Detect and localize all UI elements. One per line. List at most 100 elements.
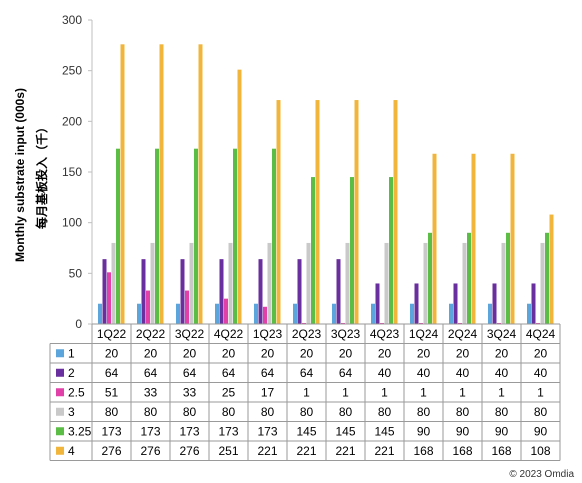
- data-label: 33: [144, 385, 158, 399]
- data-label: 20: [144, 346, 158, 360]
- bar: [254, 303, 258, 324]
- legend-label: 2.5: [68, 385, 85, 399]
- legend-swatch: [56, 349, 64, 358]
- bar: [146, 290, 150, 324]
- bar: [549, 214, 554, 324]
- bar: [302, 322, 306, 324]
- bar: [428, 232, 432, 324]
- bar: [137, 303, 141, 324]
- x-tick-label: 1Q24: [409, 327, 439, 341]
- data-label: 173: [179, 424, 199, 438]
- data-label: 80: [144, 405, 158, 419]
- bar: [531, 283, 536, 324]
- bar: [98, 303, 102, 324]
- data-label: 20: [261, 346, 275, 360]
- bar: [272, 148, 276, 324]
- data-label: 173: [257, 424, 277, 438]
- data-label: 1: [537, 385, 544, 399]
- bar: [350, 177, 354, 324]
- y-tick-label: 0: [75, 317, 82, 331]
- bar: [276, 100, 281, 324]
- bar: [341, 322, 345, 324]
- data-label: 64: [261, 366, 275, 380]
- data-label: 20: [417, 346, 431, 360]
- data-label: 80: [261, 405, 275, 419]
- bar: [423, 242, 428, 324]
- bar: [492, 283, 497, 324]
- data-label: 64: [144, 366, 158, 380]
- bar: [215, 303, 219, 324]
- bar: [111, 242, 116, 324]
- y-axis-label: Monthly substrate input (000s): [13, 88, 27, 262]
- data-label: 20: [534, 346, 548, 360]
- data-label: 276: [179, 444, 199, 458]
- legend-label: 3: [68, 405, 75, 419]
- bar: [471, 153, 476, 324]
- bar: [545, 232, 549, 324]
- data-label: 90: [495, 424, 509, 438]
- bar: [311, 177, 315, 324]
- x-tick-label: 2Q22: [136, 327, 166, 341]
- bar: [384, 242, 389, 324]
- bar: [228, 242, 233, 324]
- bar: [419, 322, 423, 324]
- bar: [150, 242, 155, 324]
- data-label: 40: [456, 366, 470, 380]
- data-label: 20: [222, 346, 236, 360]
- data-label: 40: [417, 366, 431, 380]
- data-label: 221: [374, 444, 394, 458]
- data-label: 145: [374, 424, 394, 438]
- data-label: 33: [183, 385, 197, 399]
- data-label: 173: [101, 424, 121, 438]
- bar: [224, 298, 228, 324]
- x-tick-label: 3Q24: [487, 327, 517, 341]
- y-tick-label: 100: [62, 216, 82, 230]
- bar: [462, 242, 467, 324]
- data-label: 80: [378, 405, 392, 419]
- bar: [116, 148, 120, 324]
- data-label: 20: [378, 346, 392, 360]
- bar: [336, 259, 341, 324]
- bar: [233, 148, 237, 324]
- y-tick-label: 300: [62, 13, 82, 27]
- bar: [488, 303, 492, 324]
- data-label: 64: [222, 366, 236, 380]
- data-label: 20: [456, 346, 470, 360]
- bar: [315, 100, 320, 324]
- bar: [155, 148, 159, 324]
- legend-label: 4: [68, 444, 75, 458]
- data-label: 168: [413, 444, 433, 458]
- data-label: 20: [495, 346, 509, 360]
- bar: [198, 44, 203, 324]
- data-label: 64: [339, 366, 353, 380]
- data-label: 80: [300, 405, 314, 419]
- data-label: 64: [300, 366, 314, 380]
- bar: [393, 100, 398, 324]
- x-tick-label: 2Q24: [448, 327, 478, 341]
- data-label: 90: [417, 424, 431, 438]
- data-label: 1: [459, 385, 466, 399]
- data-label: 1: [381, 385, 388, 399]
- legend-swatch: [56, 427, 64, 436]
- bar: [354, 100, 359, 324]
- x-tick-label: 1Q22: [97, 327, 127, 341]
- y-tick-label: 200: [62, 114, 82, 128]
- bar: [536, 322, 540, 324]
- bar: [120, 44, 125, 324]
- data-label: 276: [140, 444, 160, 458]
- data-label: 40: [378, 366, 392, 380]
- bar: [258, 259, 263, 324]
- bar: [414, 283, 419, 324]
- data-label: 51: [105, 385, 119, 399]
- data-label: 80: [183, 405, 197, 419]
- bar: [375, 283, 380, 324]
- y-axis: 0 50 100 150 200 250 300: [62, 13, 93, 331]
- bar: [371, 303, 375, 324]
- bar: [389, 177, 393, 324]
- bar: [432, 153, 437, 324]
- data-label: 20: [183, 346, 197, 360]
- data-label: 221: [335, 444, 355, 458]
- bar: [219, 259, 224, 324]
